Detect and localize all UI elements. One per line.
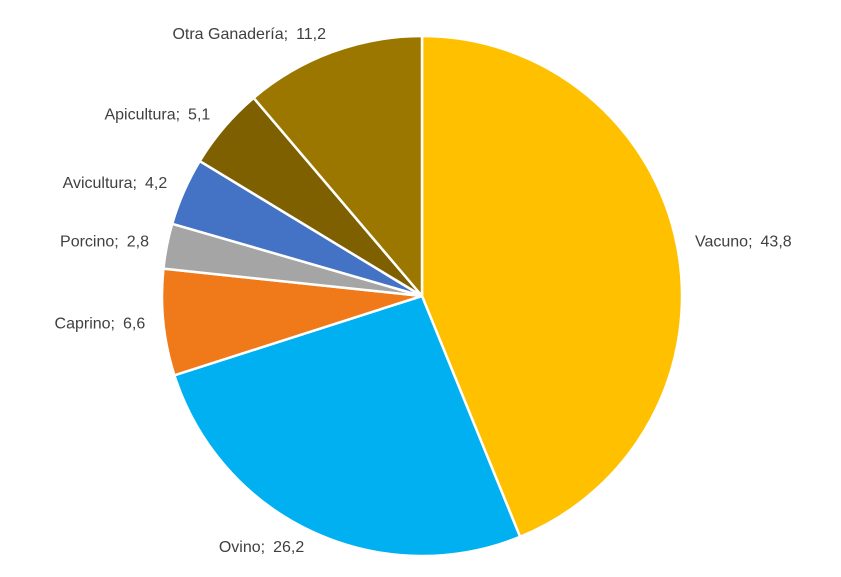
category-name: Vacuno <box>695 234 748 251</box>
pie-slice <box>160 267 423 377</box>
category-name: Apicultura <box>104 107 175 124</box>
pie-slice <box>172 294 522 558</box>
label-separator: ; <box>133 175 137 192</box>
pie-slice <box>420 34 684 539</box>
category-name: Avicultura <box>63 175 133 192</box>
label-separator: ; <box>748 234 752 251</box>
label-separator: ; <box>111 316 115 333</box>
category-name: Ovino <box>219 539 261 556</box>
value-label: 11,2 <box>296 26 326 43</box>
data-label: Vacuno; 43,8 <box>695 234 792 251</box>
data-label: Apicultura; 5,1 <box>104 107 210 124</box>
value-label: 5,1 <box>188 107 210 124</box>
category-name: Porcino <box>60 234 114 251</box>
label-separator: ; <box>176 107 180 124</box>
label-separator: ; <box>284 26 288 43</box>
data-label: Ovino; 26,2 <box>219 539 304 556</box>
value-label: 43,8 <box>761 234 792 251</box>
value-label: 4,2 <box>145 175 167 192</box>
data-label: Avicultura; 4,2 <box>63 175 168 192</box>
data-label: Caprino; 6,6 <box>55 316 146 333</box>
data-label: Otra Ganadería; 11,2 <box>172 26 326 43</box>
value-label: 26,2 <box>273 539 304 556</box>
label-separator: ; <box>114 234 118 251</box>
label-separator: ; <box>261 539 265 556</box>
value-label: 2,8 <box>127 234 149 251</box>
category-name: Otra Ganadería <box>172 26 283 43</box>
value-label: 6,6 <box>123 316 145 333</box>
pie-slice <box>251 34 424 300</box>
data-label: Porcino; 2,8 <box>60 234 149 251</box>
category-name: Caprino <box>55 316 111 333</box>
